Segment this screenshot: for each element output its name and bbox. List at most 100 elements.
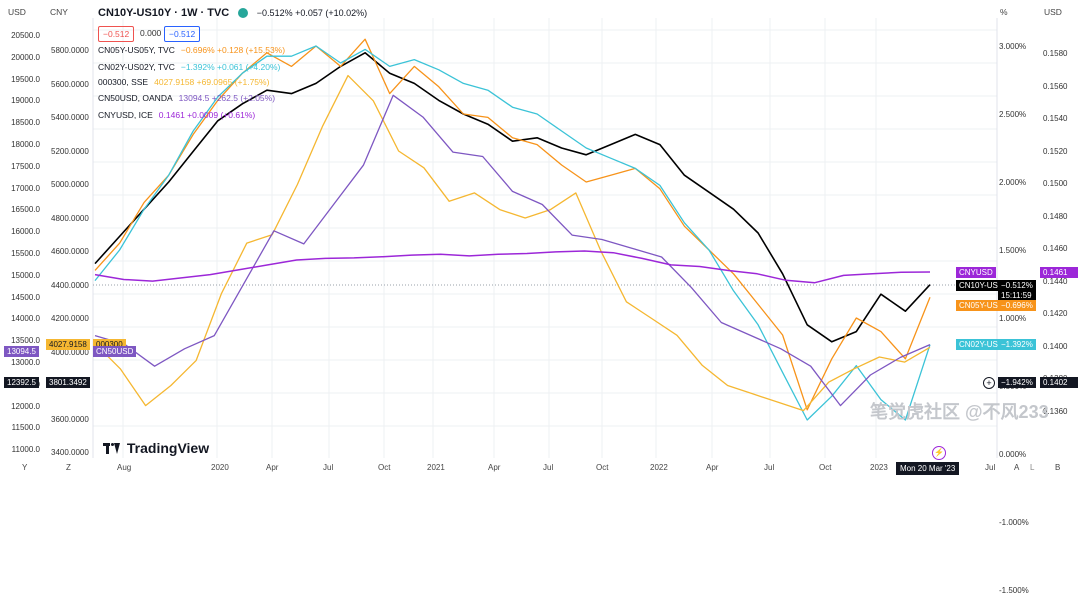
tag-left-12392: 12392.5 bbox=[4, 377, 39, 388]
axis-tick-label: 1.000% bbox=[999, 314, 1027, 323]
legend-row[interactable]: CN50USD, OANDA 13094.5 +262.5 (+2.05%) bbox=[98, 93, 275, 104]
tag-left-3801: 3801.3492 bbox=[46, 377, 90, 388]
tag-cn02y-val: −1.392% bbox=[998, 339, 1036, 350]
axis-tick-label: 20500.0 bbox=[11, 31, 40, 40]
axis-tick-label: 4400.0000 bbox=[51, 280, 89, 290]
tag-cn05y-name: CN05Y-US05Y bbox=[956, 300, 1016, 311]
axis-tick-label: 5600.0000 bbox=[51, 79, 89, 89]
axis-tick-label: 19500.0 bbox=[11, 74, 40, 84]
pct-axis-title: % bbox=[1000, 7, 1008, 17]
x-axis-label: Oct bbox=[596, 463, 609, 472]
axis-tick-label: 0.1360 bbox=[1043, 406, 1068, 416]
x-axis-label: Jul bbox=[764, 463, 775, 472]
x-axis-label: 2023 bbox=[870, 463, 888, 472]
legend-row[interactable]: 000300, SSE 4027.9158 +69.0965 (+1.75%) bbox=[98, 77, 269, 88]
tag-left-13094: 13094.5 bbox=[4, 346, 39, 357]
tag-cnyusd-name: CNYUSD bbox=[956, 267, 996, 278]
add-plus-icon[interactable]: + bbox=[983, 377, 995, 389]
axis-tick-label: 17000.0 bbox=[11, 183, 40, 193]
axis-tick-label: 13500.0 bbox=[11, 336, 40, 346]
axis-tick-label: 15000.0 bbox=[11, 270, 40, 280]
legend-row[interactable]: CN05Y-US05Y, TVC −0.696% +0.128 (+15.53%) bbox=[98, 45, 285, 56]
series-line[interactable] bbox=[94, 74, 931, 412]
axis-tick-label: 4800.0000 bbox=[51, 213, 89, 223]
legend-row-name: 000300, SSE bbox=[98, 77, 149, 87]
axis-y-button[interactable]: Y bbox=[22, 463, 28, 472]
tag-cn02y-name: CN02Y-US02Y bbox=[956, 339, 1016, 350]
lightning-icon[interactable]: ⚡ bbox=[932, 446, 946, 460]
axis-tick-label: 20000.0 bbox=[11, 52, 40, 62]
axis-tick-label: 0.1420 bbox=[1043, 309, 1068, 318]
tradingview-logo: TradingView bbox=[103, 440, 209, 456]
legend-row-name: CN50USD, OANDA bbox=[98, 93, 173, 103]
series-line[interactable] bbox=[94, 250, 931, 284]
legend-row-value: 4027.9158 +69.0965 (+1.75%) bbox=[154, 77, 270, 87]
axis-b-button[interactable]: B bbox=[1055, 463, 1061, 472]
main-change: −0.512% +0.057 (+10.02%) bbox=[256, 8, 368, 18]
main-symbol[interactable]: CN10Y-US10Y · 1W · TVC bbox=[98, 7, 230, 19]
watermark: 笔觉虎社区 @不风233 bbox=[870, 402, 1049, 422]
tag-left-000300: 000300 bbox=[93, 339, 126, 350]
axis-tick-label: 17500.0 bbox=[11, 161, 40, 171]
tag-cn05y-val: −0.696% bbox=[998, 300, 1036, 311]
tag-right-1402: 0.1402 bbox=[1040, 377, 1078, 388]
axis-tick-label: 14500.0 bbox=[11, 292, 40, 302]
axis-tick-label: 1.500% bbox=[999, 246, 1027, 255]
axis-l-button[interactable]: L bbox=[1030, 463, 1035, 472]
axis-tick-label: 5000.0000 bbox=[51, 180, 89, 189]
axis-tick-label: 16500.0 bbox=[11, 205, 40, 215]
axis-tick-label: 0.000% bbox=[999, 450, 1027, 459]
series-line[interactable] bbox=[94, 51, 931, 343]
tag-cn10y-time: 15:11:59 bbox=[998, 290, 1036, 301]
axis-tick-label: 0.1580 bbox=[1043, 49, 1068, 58]
x-axis-label: Oct bbox=[378, 463, 391, 472]
axis-tick-label: 3400.0000 bbox=[51, 448, 89, 457]
tag-right-minus: −1.942% bbox=[998, 377, 1036, 388]
axis-tick-label: 13000.0 bbox=[11, 358, 40, 367]
axis-tick-label: 5400.0000 bbox=[51, 113, 89, 122]
tag-cn10y-name: CN10Y-US10Y bbox=[956, 280, 1016, 291]
x-axis-label: Apr bbox=[266, 463, 279, 472]
main-chart[interactable] bbox=[0, 0, 1080, 475]
axis-tick-label: 0.1440 bbox=[1043, 276, 1068, 286]
legend-row-value: −1.392% +0.061 (+4.20%) bbox=[180, 62, 281, 72]
legend-row-value: 13094.5 +262.5 (+2.05%) bbox=[178, 93, 276, 103]
tradingview-logo-text: TradingView bbox=[126, 440, 210, 456]
axis-a-button[interactable]: A bbox=[1014, 463, 1020, 472]
axis-tick-label: 5800.0000 bbox=[51, 46, 89, 55]
x-axis-label: 2022 bbox=[650, 463, 668, 472]
x-axis-label: Jul bbox=[323, 463, 334, 472]
axis-tick-label: 0.1520 bbox=[1043, 146, 1068, 156]
axis-tick-label: 4200.0000 bbox=[51, 314, 89, 323]
axis-tick-label: -1.500% bbox=[999, 586, 1029, 595]
x-axis-label: Jul bbox=[543, 463, 554, 472]
x-axis-label: Apr bbox=[488, 463, 501, 472]
axis-tick-label: 3.000% bbox=[999, 42, 1027, 51]
axis-tick-label: 2.000% bbox=[999, 178, 1027, 187]
series-line[interactable] bbox=[94, 45, 931, 421]
legend-row-name: CN02Y-US02Y, TVC bbox=[98, 62, 175, 72]
axis-tick-label: 0.1480 bbox=[1043, 211, 1068, 221]
axis-tick-label: 0.1400 bbox=[1043, 341, 1068, 351]
market-status-icon bbox=[238, 8, 249, 19]
series-line[interactable] bbox=[94, 38, 931, 411]
value-mid: 0.000 bbox=[140, 28, 162, 38]
legend-row[interactable]: CN02Y-US02Y, TVC −1.392% +0.061 (+4.20%) bbox=[98, 62, 280, 73]
axis-tick-label: 0.1460 bbox=[1043, 244, 1068, 253]
value-box-1[interactable]: −0.512 bbox=[98, 26, 135, 42]
axis-tick-label: 0.1500 bbox=[1043, 179, 1068, 188]
axis-tick-label: 11500.0 bbox=[11, 423, 40, 433]
value-box-2[interactable]: −0.512 bbox=[164, 26, 201, 42]
axis-z-button[interactable]: Z bbox=[66, 463, 71, 472]
legend: CN10Y-US10Y · 1W · TVC −0.512% +0.057 (+… bbox=[98, 7, 367, 19]
tag-left-4027: 4027.9158 bbox=[46, 339, 90, 350]
series-line[interactable] bbox=[94, 94, 931, 407]
date-readout: Mon 20 Mar '23 bbox=[896, 462, 960, 475]
tag-left-cn50: CN50USD bbox=[93, 346, 137, 357]
axis-tick-label: 15500.0 bbox=[11, 249, 40, 258]
axis-tick-label: 12000.0 bbox=[11, 401, 40, 411]
legend-row-value: 0.1461 +0.0009 (+0.61%) bbox=[158, 110, 256, 120]
axis-tick-label: 11000.0 bbox=[11, 445, 40, 455]
legend-row[interactable]: CNYUSD, ICE 0.1461 +0.0009 (+0.61%) bbox=[98, 110, 255, 121]
x-axis-label: Apr bbox=[706, 463, 719, 472]
